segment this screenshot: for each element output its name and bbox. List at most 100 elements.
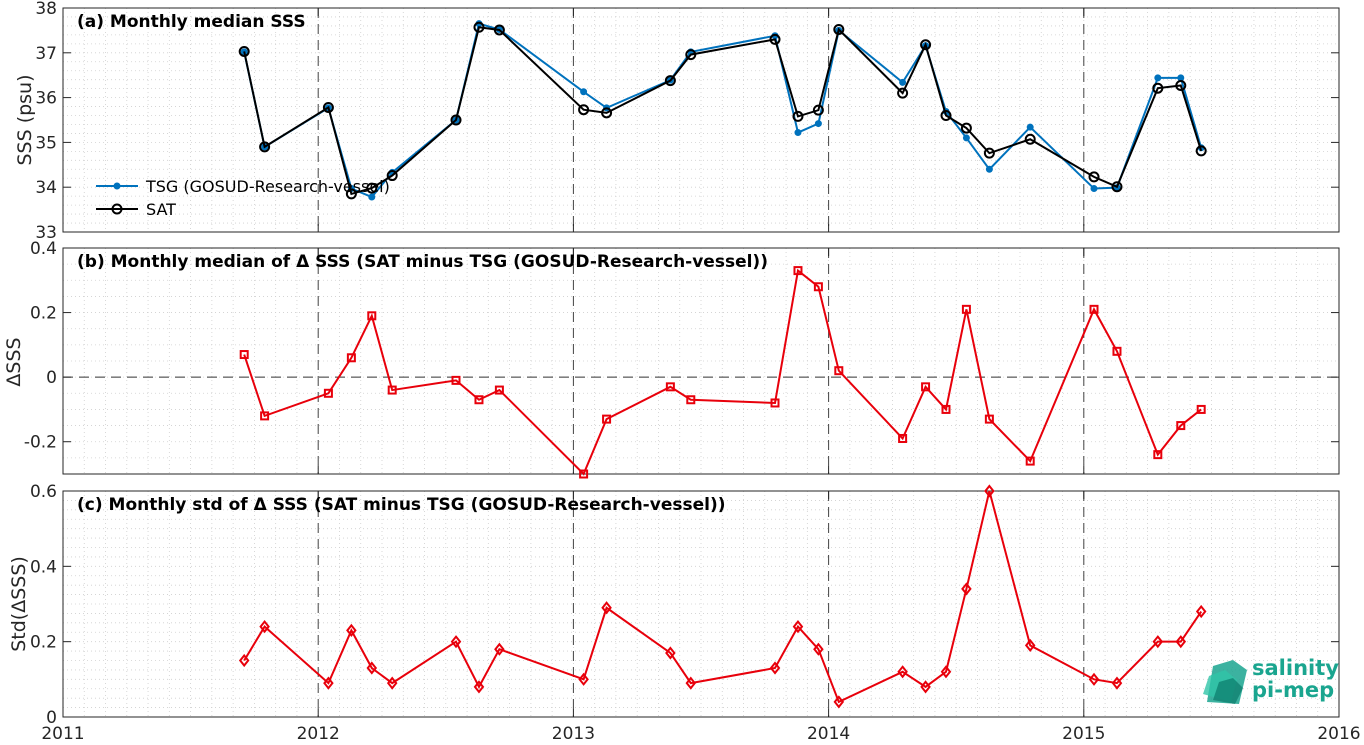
y-axis-label: SSS (psu) bbox=[14, 74, 36, 165]
data-point bbox=[366, 182, 378, 194]
data-point bbox=[323, 388, 333, 398]
data-point bbox=[792, 110, 804, 122]
data-point bbox=[984, 414, 994, 424]
data-point bbox=[1024, 133, 1036, 145]
logo-line1: salinity bbox=[1252, 656, 1339, 680]
data-point bbox=[1112, 346, 1122, 356]
x-tick-label: 2012 bbox=[297, 724, 340, 744]
data-point bbox=[346, 623, 357, 637]
data-point bbox=[238, 45, 250, 57]
y-tick-label: 34 bbox=[35, 178, 57, 198]
data-point bbox=[366, 661, 378, 675]
data-point bbox=[474, 395, 484, 405]
data-point bbox=[322, 101, 334, 113]
data-point bbox=[1175, 80, 1187, 92]
panel-c-std-delta-sss: 0 0.2 0.4 0.6 2011 2012 2013 2014 2015 2016 Std(ΔS… bbox=[8, 482, 1361, 744]
data-point bbox=[665, 382, 675, 392]
data-point bbox=[1152, 82, 1164, 94]
data-point bbox=[770, 398, 780, 408]
y-tick-label: 38 bbox=[35, 0, 57, 19]
data-point bbox=[897, 87, 909, 99]
data-point bbox=[367, 311, 377, 321]
y-axis-label: Std(ΔSSS) bbox=[8, 556, 30, 652]
data-point bbox=[984, 484, 995, 498]
data-point bbox=[1088, 171, 1100, 183]
data-point bbox=[814, 120, 822, 128]
data-point bbox=[387, 385, 397, 395]
data-point bbox=[983, 147, 995, 159]
data-point bbox=[494, 385, 504, 395]
panel-title: (c) Monthly std of Δ SSS (SAT minus TSG … bbox=[77, 495, 725, 515]
y-tick-label: 0.4 bbox=[30, 239, 57, 259]
data-point bbox=[769, 33, 781, 45]
data-point bbox=[346, 353, 356, 363]
data-point bbox=[833, 695, 845, 709]
data-point bbox=[239, 350, 249, 360]
data-point bbox=[833, 24, 845, 36]
data-point bbox=[1111, 181, 1123, 193]
data-point bbox=[451, 375, 461, 385]
x-tick-label: 2015 bbox=[1062, 724, 1105, 744]
legend-marker bbox=[111, 203, 123, 215]
data-point bbox=[1154, 74, 1162, 82]
x-tick-label: 2014 bbox=[807, 724, 850, 744]
data-point bbox=[961, 304, 971, 314]
y-tick-label: -0.2 bbox=[24, 433, 57, 453]
legend: TSG (GOSUD-Research-vessel) SAT bbox=[96, 177, 390, 219]
data-point bbox=[1175, 635, 1187, 649]
series-line bbox=[243, 26, 1203, 196]
data-point bbox=[259, 619, 270, 634]
logo-line2: pi-mep bbox=[1252, 678, 1334, 702]
y-tick-label: 35 bbox=[35, 133, 57, 153]
legend-marker bbox=[113, 182, 121, 190]
data-point bbox=[685, 676, 697, 690]
data-point bbox=[792, 619, 804, 634]
data-point bbox=[794, 129, 802, 137]
data-point bbox=[579, 469, 589, 479]
data-point bbox=[834, 366, 844, 376]
data-point bbox=[259, 141, 271, 153]
data-point bbox=[578, 104, 590, 116]
data-point bbox=[345, 188, 357, 200]
data-point bbox=[940, 110, 952, 122]
y-tick-label: 0.4 bbox=[30, 557, 57, 577]
y-tick-label: 0.2 bbox=[30, 304, 57, 324]
data-point bbox=[368, 193, 376, 201]
data-point bbox=[260, 411, 270, 421]
y-tick-label: 37 bbox=[35, 44, 57, 64]
data-point bbox=[665, 646, 676, 660]
data-point bbox=[601, 107, 613, 119]
data-point bbox=[898, 433, 908, 443]
data-point bbox=[793, 266, 803, 276]
legend-label: TSG (GOSUD-Research-vessel) bbox=[145, 177, 390, 196]
panel-title: (b) Monthly median of Δ SSS (SAT minus T… bbox=[77, 252, 768, 272]
data-point bbox=[769, 661, 781, 675]
data-point bbox=[985, 165, 993, 173]
data-point bbox=[386, 170, 398, 182]
series-line bbox=[243, 490, 1203, 704]
data-point bbox=[1088, 672, 1100, 686]
data-point bbox=[899, 78, 907, 86]
data-point bbox=[473, 21, 485, 33]
data-point bbox=[813, 642, 824, 656]
data-point bbox=[450, 114, 462, 126]
data-point bbox=[1177, 74, 1185, 82]
data-point bbox=[578, 672, 589, 686]
data-point bbox=[686, 395, 696, 405]
y-tick-label: 0 bbox=[46, 708, 57, 728]
data-point bbox=[1111, 676, 1123, 690]
axes-frame bbox=[62, 490, 1340, 718]
data-point bbox=[921, 382, 931, 392]
y-tick-label: 0 bbox=[46, 368, 57, 388]
panel-a-median-sss: 33 34 35 36 37 38 SSS (psu) (a) Monthly median … bbox=[14, 0, 1340, 243]
data-point bbox=[1195, 604, 1207, 619]
legend-label: SAT bbox=[146, 200, 176, 219]
data-point bbox=[580, 88, 588, 96]
data-point bbox=[920, 680, 931, 694]
data-point bbox=[1153, 450, 1163, 460]
data-point bbox=[1089, 304, 1099, 314]
data-point bbox=[1152, 635, 1164, 649]
data-point bbox=[1196, 404, 1206, 414]
y-axis-label: ΔSSS bbox=[3, 337, 25, 386]
data-point bbox=[1090, 185, 1098, 193]
